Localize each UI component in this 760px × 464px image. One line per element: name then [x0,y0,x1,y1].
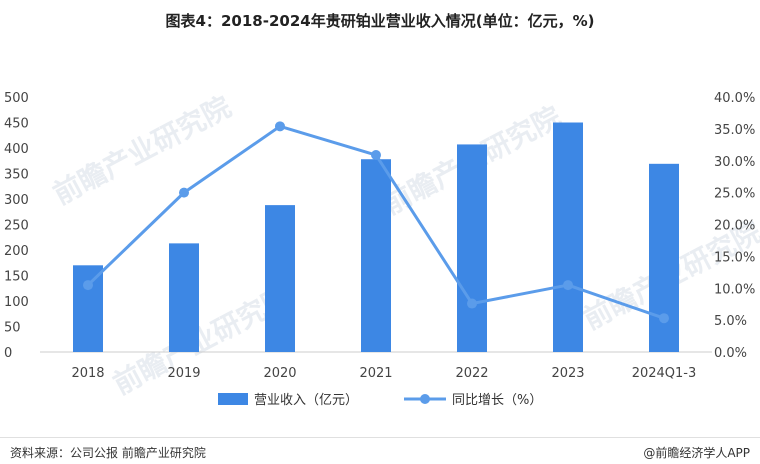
x-axis-tick-label: 2018 [71,366,104,381]
right-axis-tick-label: 30.0% [714,155,755,170]
copyright-note: @前瞻经济学人APP [643,446,750,460]
legend-line-marker [420,394,430,404]
bar [73,265,103,352]
line-point [659,313,669,324]
line-point [371,150,381,161]
legend-bar-label: 营业收入（亿元） [254,393,358,408]
footer: 资料来源：公司公报 前瞻产业研究院 @前瞻经济学人APP [0,437,760,464]
bar [361,159,391,352]
bar [457,144,487,352]
right-axis-tick-label: 10.0% [714,282,755,297]
line-series [83,121,669,324]
left-y-axis: 0 50 100 150 200 250 300 350 400 450 500 [4,91,29,361]
legend-bar-swatch [218,393,248,405]
chart-title: 图表4：2018-2024年贵研铂业营业收入情况(单位：亿元，%) [165,12,595,30]
left-axis-tick-label: 250 [4,219,29,234]
x-axis-tick-label: 2022 [455,366,488,381]
bar [265,205,295,352]
x-axis-tick-label: 2019 [167,366,200,381]
left-axis-tick-label: 0 [4,346,12,361]
right-axis-tick-label: 0.0% [714,346,747,361]
right-axis-tick-label: 15.0% [714,250,755,265]
bar [169,243,199,352]
right-axis-tick-label: 5.0% [714,314,747,329]
bar [649,163,679,352]
right-axis-tick-label: 20.0% [714,219,755,234]
left-axis-tick-label: 300 [4,193,29,208]
line-point [179,187,189,198]
x-axis-labels: 2018 2019 2020 2021 2022 2023 2024Q1-3 [71,366,696,381]
x-axis-tick-label: 2024Q1-3 [632,366,697,381]
left-axis-tick-label: 450 [4,117,29,132]
left-axis-tick-label: 400 [4,142,29,157]
right-axis-tick-label: 25.0% [714,187,755,202]
watermark-text: 前瞻产业研究院 [48,90,237,211]
x-axis-tick-label: 2020 [263,366,296,381]
left-axis-tick-label: 350 [4,168,29,183]
legend-line-label: 同比增长（%） [452,393,542,408]
source-note: 资料来源：公司公报 前瞻产业研究院 [10,446,206,460]
line-point [275,121,285,132]
legend: 营业收入（亿元） 同比增长（%） [218,393,542,408]
x-axis-tick-label: 2021 [359,366,392,381]
left-axis-tick-label: 500 [4,91,29,106]
left-axis-tick-label: 150 [4,270,29,285]
bar [553,122,583,352]
left-axis-tick-label: 100 [4,295,29,310]
line-point [83,280,93,291]
left-axis-tick-label: 50 [4,321,21,336]
bar-series [73,122,679,352]
right-axis-tick-label: 40.0% [714,91,755,106]
left-axis-tick-label: 200 [4,244,29,259]
x-axis-tick-label: 2023 [551,366,584,381]
line-point [563,280,573,291]
right-axis-tick-label: 35.0% [714,123,755,138]
chart: 前瞻产业研究院前瞻产业研究院前瞻产业研究院前瞻产业研究院 05010015020… [4,90,760,408]
right-y-axis: 0.0% 5.0% 10.0% 15.0% 20.0% 25.0% 30.0% 35.0% 40… [714,91,755,361]
line-point [467,298,477,309]
